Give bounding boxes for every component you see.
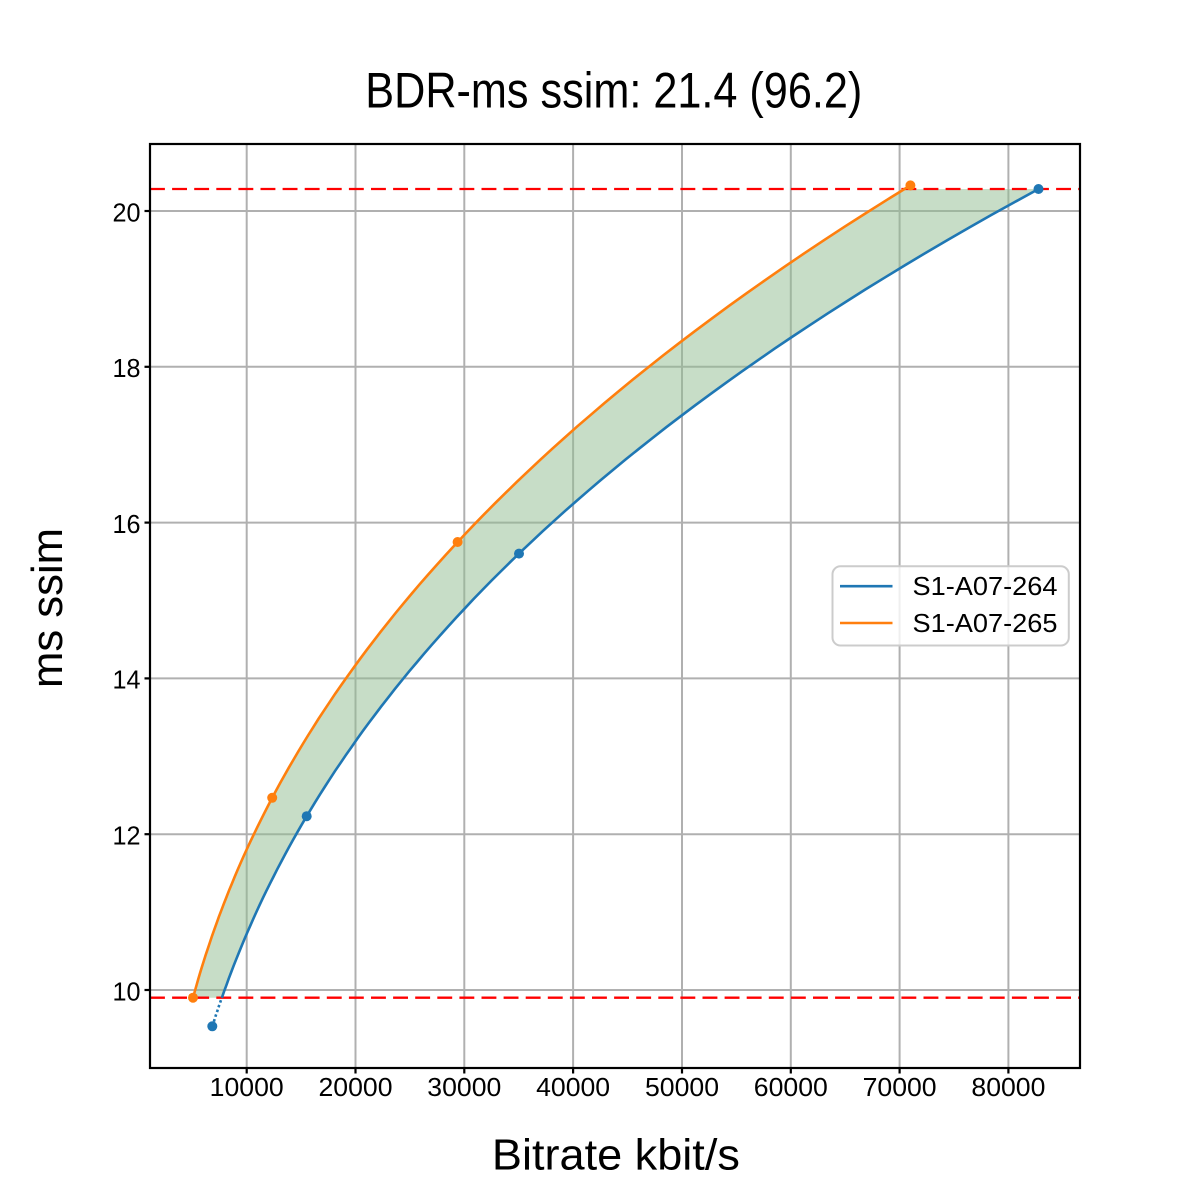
svg-text:18: 18 bbox=[113, 353, 141, 383]
svg-text:10000: 10000 bbox=[210, 1072, 284, 1102]
svg-text:12: 12 bbox=[113, 821, 141, 851]
svg-text:80000: 80000 bbox=[971, 1072, 1045, 1102]
svg-text:20: 20 bbox=[113, 197, 141, 227]
svg-text:Bitrate kbit/s: Bitrate kbit/s bbox=[492, 1131, 740, 1180]
svg-text:BDR-ms ssim: 21.4 (96.2): BDR-ms ssim: 21.4 (96.2) bbox=[365, 63, 862, 119]
svg-text:50000: 50000 bbox=[645, 1072, 719, 1102]
svg-text:40000: 40000 bbox=[536, 1072, 610, 1102]
svg-text:70000: 70000 bbox=[863, 1072, 937, 1102]
svg-text:S1-A07-265: S1-A07-265 bbox=[913, 608, 1058, 638]
svg-text:S1-A07-264: S1-A07-264 bbox=[913, 571, 1058, 601]
svg-text:20000: 20000 bbox=[319, 1072, 393, 1102]
svg-text:60000: 60000 bbox=[754, 1072, 828, 1102]
svg-text:10: 10 bbox=[113, 976, 141, 1006]
svg-text:16: 16 bbox=[113, 509, 141, 539]
svg-text:14: 14 bbox=[113, 665, 141, 695]
svg-text:ms ssim: ms ssim bbox=[23, 528, 72, 688]
svg-text:30000: 30000 bbox=[427, 1072, 501, 1102]
